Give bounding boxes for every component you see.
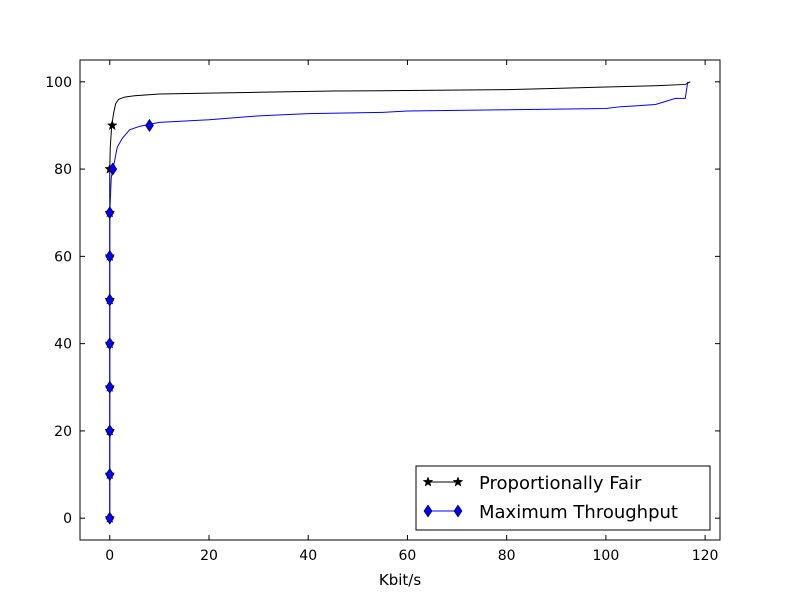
ticks-layer: 0 20 40 60 80 100 120 0 20 40 60 80 100 (45, 60, 720, 564)
legend-items (422, 476, 464, 518)
marker-maximum-throughput (105, 424, 115, 438)
y-tick-label: 20 (54, 424, 72, 440)
plot-frame (79, 59, 721, 541)
x-tick-label: 100 (593, 548, 620, 564)
marker-maximum-throughput (105, 468, 115, 482)
legend-marker-proportionally-fair (422, 476, 434, 487)
y-tick-label: 60 (54, 249, 72, 265)
y-tick-label: 40 (54, 337, 72, 353)
legend-marker-maximum-throughput (453, 504, 463, 518)
legend: Proportionally Fair Maximum Throughput (415, 465, 711, 531)
x-tick-label: 120 (692, 548, 719, 564)
marker-maximum-throughput (105, 337, 115, 351)
plot-area (80, 60, 720, 540)
x-axis-label: Kbit/s (379, 571, 421, 589)
marker-proportionally-fair (106, 119, 118, 131)
legend-marker-proportionally-fair (452, 476, 464, 487)
marker-maximum-throughput (105, 249, 115, 263)
legend-box (415, 465, 711, 531)
marker-maximum-throughput (145, 118, 154, 132)
legend-label-maximum-throughput: Maximum Throughput (479, 502, 678, 523)
x-tick-label: 60 (399, 548, 417, 564)
x-tick-label: 40 (299, 548, 317, 564)
x-tick-label: 0 (105, 548, 114, 564)
marker-maximum-throughput (108, 162, 118, 176)
y-tick-label: 100 (45, 75, 72, 91)
marker-maximum-throughput (105, 511, 115, 525)
series-line-maximum-throughput (109, 81, 689, 519)
marker-maximum-throughput (105, 206, 115, 220)
legend-marker-maximum-throughput (423, 504, 433, 518)
y-tick-label: 0 (63, 511, 72, 527)
legend-label-proportionally-fair: Proportionally Fair (479, 473, 642, 494)
marker-maximum-throughput (105, 380, 115, 394)
x-tick-label: 80 (498, 548, 516, 564)
x-tick-label: 20 (200, 548, 218, 564)
marker-maximum-throughput (105, 293, 115, 307)
series-layer (104, 81, 691, 525)
y-tick-label: 80 (54, 162, 72, 178)
